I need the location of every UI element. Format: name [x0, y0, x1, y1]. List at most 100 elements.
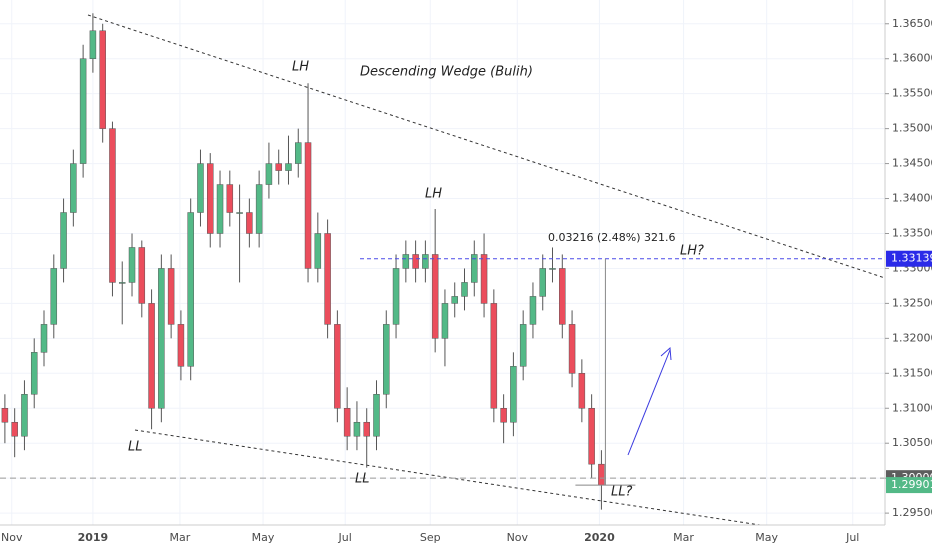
candle-body [304, 142, 312, 269]
measure-label: 0.03216 (2.48%) 321.6 [548, 231, 676, 244]
candle-body [392, 268, 400, 325]
candle-body [79, 58, 87, 164]
candle-body [21, 394, 28, 437]
annotation: LL [355, 472, 370, 487]
y-tick-label: 1.32500 [892, 296, 932, 309]
candle-body [138, 247, 146, 304]
candle-body [373, 394, 380, 437]
y-tick-label: 1.29500 [892, 506, 932, 519]
y-tick-label: 1.35500 [892, 87, 932, 100]
candle-body [461, 282, 468, 297]
candle-body [285, 163, 292, 171]
x-tick-label: May [755, 531, 778, 544]
candle-body [177, 324, 185, 367]
y-tick-label: 1.36000 [892, 52, 932, 65]
price-axis [885, 0, 932, 550]
y-tick-label: 1.34500 [892, 157, 932, 170]
y-tick-label: 1.33500 [892, 226, 932, 239]
candle-body [490, 303, 498, 409]
y-tick-label: 1.31500 [892, 366, 932, 379]
chart-title: Descending Wedge (Bulih) [360, 65, 533, 80]
candle-body [167, 268, 175, 325]
y-tick-label: 1.30500 [892, 436, 932, 449]
arrow [627, 349, 671, 456]
candle-body [353, 421, 361, 437]
candle-body [598, 463, 605, 486]
candle-body [1, 408, 9, 423]
candle-body [578, 373, 586, 409]
candle-body [265, 163, 273, 185]
y-tick-label: 1.34000 [892, 192, 932, 205]
candle-body [480, 254, 488, 304]
candle-body [118, 282, 126, 284]
candles [1, 13, 605, 510]
candle-body [226, 184, 234, 213]
x-tick-label: 2019 [78, 531, 109, 544]
candle-body [422, 254, 429, 269]
candle-body [539, 268, 546, 297]
annotation: LH [292, 60, 309, 75]
candle-body [197, 163, 204, 213]
candle-body [236, 212, 243, 214]
candle-body [334, 324, 341, 409]
x-tick-label: May [252, 531, 275, 544]
candle-body [30, 352, 38, 395]
y-tick-label: 1.36500 [892, 17, 932, 30]
candle-body [148, 303, 155, 409]
candle-body [275, 163, 282, 171]
x-tick-label: Mar [170, 531, 191, 544]
x-tick-label: Sep [420, 531, 441, 544]
grid [0, 0, 885, 525]
candle-body [314, 233, 322, 269]
candle-body [568, 324, 576, 374]
y-tick-label: 1.32000 [892, 331, 932, 344]
candle-body [187, 212, 194, 367]
candle-body [363, 421, 370, 437]
candle-body [451, 296, 458, 304]
candle-body [40, 324, 48, 353]
candle-body [128, 247, 136, 283]
candle-body [109, 128, 116, 283]
x-tick-label: Jul [845, 531, 859, 544]
candle-body [510, 366, 517, 423]
annotation: LH? [680, 244, 704, 259]
wedge-upper [87, 14, 886, 279]
candle-body [559, 268, 566, 325]
candle-body [11, 421, 18, 437]
y-tick-label: 1.35000 [892, 122, 932, 135]
candle-body [431, 254, 439, 339]
annotation: LL [128, 440, 143, 455]
arrow-head [660, 346, 672, 361]
candle-body [402, 254, 410, 269]
candle-body [70, 163, 77, 213]
candle-body [471, 254, 478, 283]
candle-body [324, 233, 331, 325]
annotation: LH [425, 187, 442, 202]
candle-body [246, 212, 253, 234]
candle-body [343, 408, 351, 437]
candle-body [519, 324, 527, 367]
x-tick-label: Nov [507, 531, 529, 544]
candle-body [588, 408, 595, 465]
y-tick-label: 1.31000 [892, 401, 932, 414]
x-tick-label: Jul [338, 531, 352, 544]
price-tag [886, 477, 932, 494]
price-tag-label: 1.33139 [891, 252, 932, 265]
x-tick-label: Mar [673, 531, 694, 544]
candle-body [50, 268, 58, 325]
candle-body [412, 254, 419, 269]
candle-body [295, 142, 302, 164]
candle-body [383, 324, 390, 395]
x-tick-label: Nov [1, 531, 23, 544]
candle-body [60, 212, 67, 269]
annotation: LL? [611, 485, 632, 500]
candle-body [529, 296, 537, 325]
axes: 1.295001.300001.305001.310001.315001.320… [1, 17, 932, 544]
candle-body [549, 268, 556, 270]
candle-body [158, 268, 165, 409]
candle-body [89, 30, 97, 59]
candle-body [216, 184, 224, 234]
candle-body [500, 408, 507, 423]
